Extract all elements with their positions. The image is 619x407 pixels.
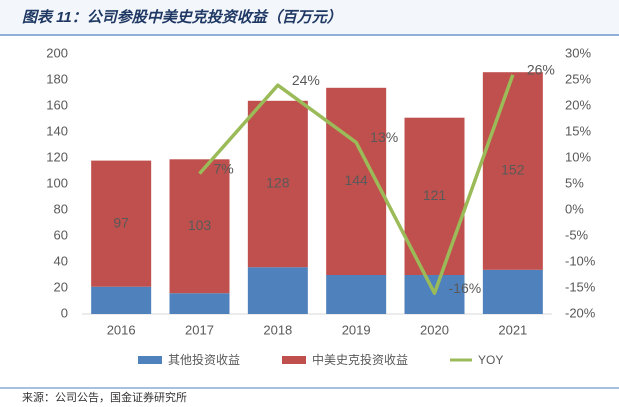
bar-label: 121 bbox=[423, 187, 447, 203]
bar bbox=[482, 269, 543, 314]
x-tick-label: 2020 bbox=[420, 322, 449, 337]
y-tick-label: 80 bbox=[54, 201, 68, 216]
x-tick-label: 2021 bbox=[498, 322, 527, 337]
y-tick-label: 180 bbox=[46, 71, 68, 86]
chart-title: 图表 11：公司参股中美史克投资收益（百万元） bbox=[22, 8, 342, 26]
legend-swatch bbox=[282, 356, 306, 364]
bar bbox=[247, 100, 308, 268]
line-label: 26% bbox=[527, 62, 555, 78]
y2-tick-label: -5% bbox=[565, 227, 589, 242]
y2-tick-label: 20% bbox=[565, 97, 591, 112]
bar bbox=[169, 293, 230, 314]
bar bbox=[91, 286, 152, 314]
x-tick-label: 2017 bbox=[185, 322, 214, 337]
y-tick-label: 120 bbox=[46, 149, 68, 164]
x-tick-label: 2016 bbox=[107, 322, 136, 337]
y-tick-label: 140 bbox=[46, 123, 68, 138]
y-tick-label: 60 bbox=[54, 227, 68, 242]
y2-tick-label: 15% bbox=[565, 123, 591, 138]
line-label: -16% bbox=[449, 280, 482, 296]
bar-label: 97 bbox=[113, 214, 129, 230]
title-band bbox=[0, 0, 619, 34]
y2-tick-label: 5% bbox=[565, 175, 584, 190]
y2-tick-label: -20% bbox=[565, 305, 596, 320]
x-tick-label: 2019 bbox=[342, 322, 371, 337]
line bbox=[198, 74, 515, 295]
bar-label: 128 bbox=[266, 175, 290, 191]
y-tick-label: 0 bbox=[61, 305, 68, 320]
bar-label: 144 bbox=[344, 172, 368, 188]
bar bbox=[247, 267, 308, 314]
y2-tick-label: 25% bbox=[565, 71, 591, 86]
legend-label: 中美史克投资收益 bbox=[312, 352, 408, 367]
y2-tick-label: 10% bbox=[565, 149, 591, 164]
bar-label: 152 bbox=[501, 162, 525, 178]
y2-tick-label: 0% bbox=[565, 201, 584, 216]
legend-label: 其他投资收益 bbox=[168, 352, 240, 367]
line-label: 13% bbox=[370, 129, 398, 145]
line-label: 7% bbox=[214, 160, 234, 176]
source: 来源：公司公告，国金证券研究所 bbox=[22, 390, 187, 404]
bar bbox=[91, 160, 152, 287]
y-tick-label: 200 bbox=[46, 45, 68, 60]
bar bbox=[404, 117, 465, 275]
bar-label: 103 bbox=[188, 217, 212, 233]
line-label: 24% bbox=[292, 72, 320, 88]
bar bbox=[482, 72, 543, 270]
y2-tick-label: -15% bbox=[565, 279, 596, 294]
y2-tick-label: -10% bbox=[565, 253, 596, 268]
y-tick-label: 100 bbox=[46, 175, 68, 190]
legend-label: YOY bbox=[478, 353, 503, 367]
y2-tick-label: 30% bbox=[565, 45, 591, 60]
y-tick-label: 40 bbox=[54, 253, 68, 268]
legend-swatch bbox=[138, 356, 162, 364]
x-tick-label: 2018 bbox=[263, 322, 292, 337]
bar bbox=[326, 275, 387, 314]
bar bbox=[169, 159, 230, 294]
y-tick-label: 160 bbox=[46, 97, 68, 112]
y-tick-label: 20 bbox=[54, 279, 68, 294]
